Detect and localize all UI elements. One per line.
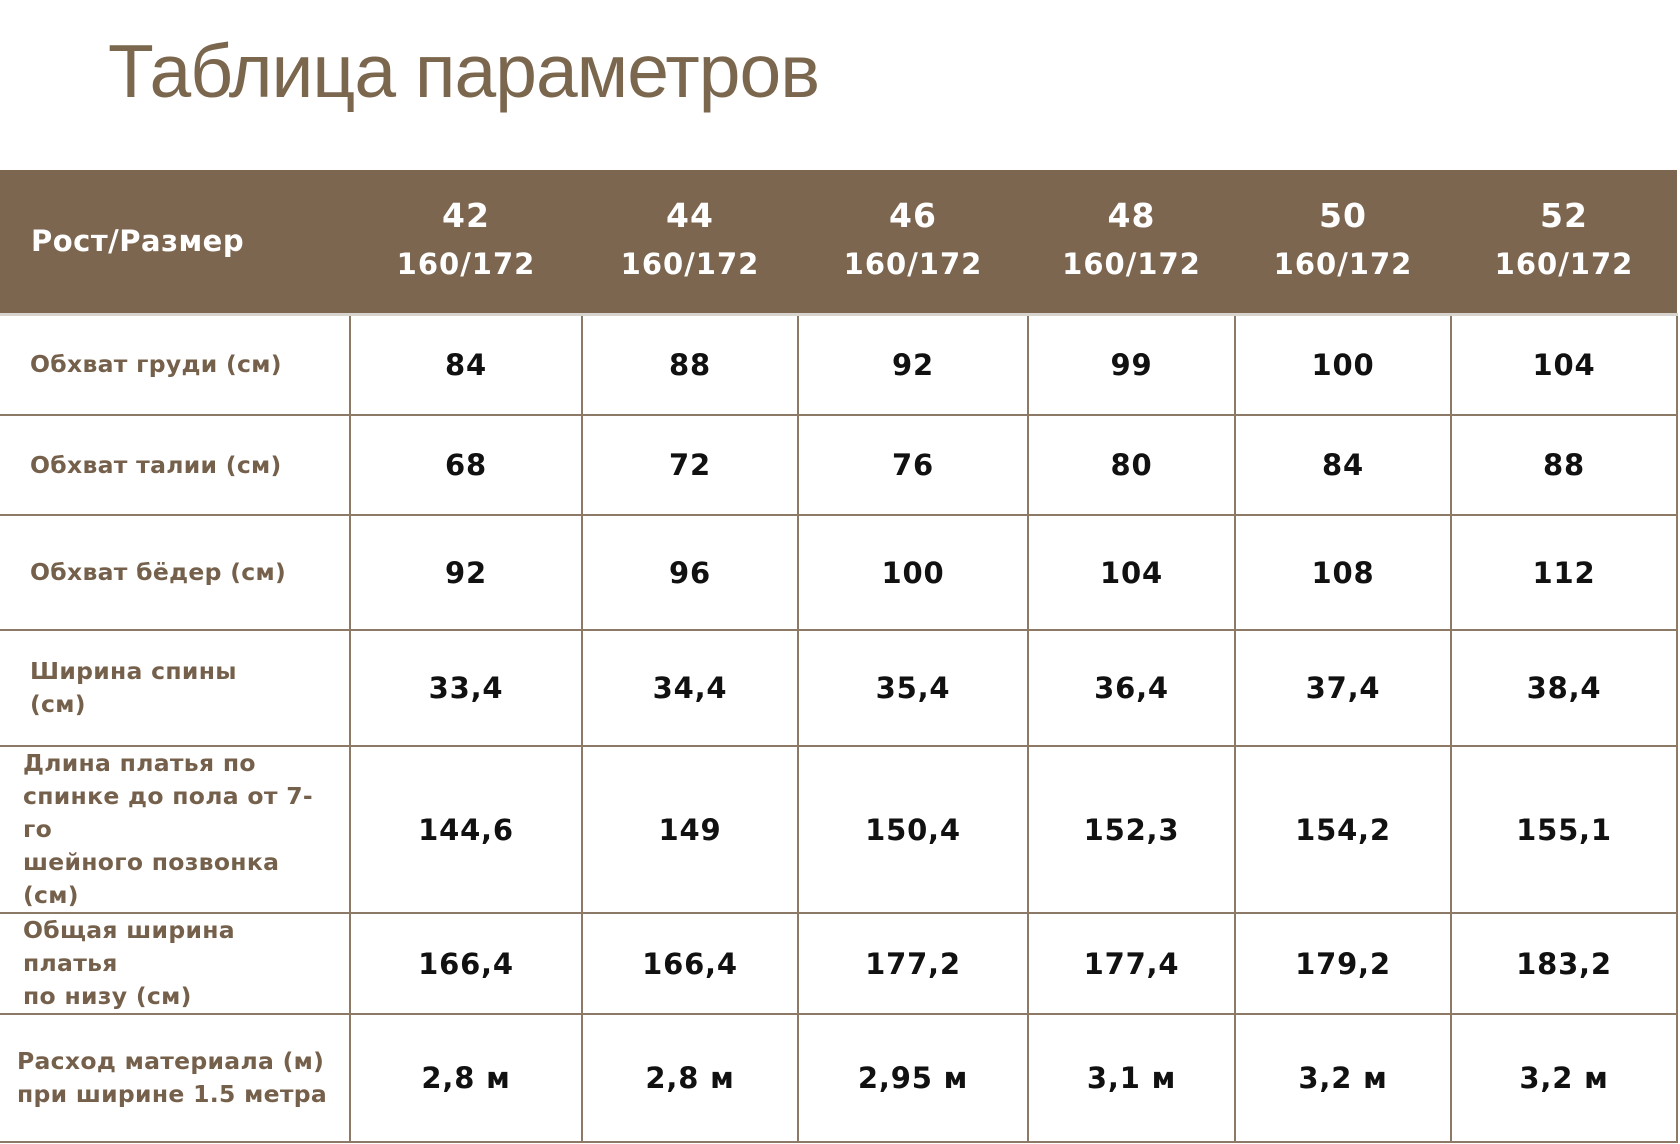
size-number: 44 bbox=[666, 196, 714, 236]
size-column-header: 42 160/172 bbox=[350, 170, 582, 316]
table-cell: 92 bbox=[797, 314, 1029, 416]
size-number: 46 bbox=[889, 196, 937, 236]
table-cell: 68 bbox=[349, 414, 583, 516]
table-row: Общая ширина платья по низу (см) 166,4 166… bbox=[0, 912, 1678, 1015]
parameter-label: Ширина спины (см) bbox=[0, 629, 351, 747]
table-cell: 108 bbox=[1234, 514, 1452, 631]
table-cell: 2,8 м bbox=[581, 1013, 799, 1143]
size-column-header: 44 160/172 bbox=[582, 170, 798, 316]
table-cell: 84 bbox=[1234, 414, 1452, 516]
table-cell: 177,2 bbox=[797, 912, 1029, 1015]
table-cell: 104 bbox=[1450, 314, 1678, 416]
height-range: 160/172 bbox=[1494, 247, 1634, 282]
table-cell: 144,6 bbox=[349, 745, 583, 914]
table-cell: 88 bbox=[581, 314, 799, 416]
table-row: Длина платья по спинке до пола от 7-го ш… bbox=[0, 745, 1678, 914]
table-cell: 88 bbox=[1450, 414, 1678, 516]
table-cell: 35,4 bbox=[797, 629, 1029, 747]
table-row: Обхват талии (см) 68 72 76 80 84 88 bbox=[0, 414, 1678, 516]
table-cell: 96 bbox=[581, 514, 799, 631]
size-column-header: 52 160/172 bbox=[1451, 170, 1677, 316]
table-cell: 38,4 bbox=[1450, 629, 1678, 747]
height-range: 160/172 bbox=[843, 247, 983, 282]
parameter-label: Обхват груди (см) bbox=[0, 314, 351, 416]
table-cell: 3,1 м bbox=[1027, 1013, 1236, 1143]
table-cell: 150,4 bbox=[797, 745, 1029, 914]
table-cell: 72 bbox=[581, 414, 799, 516]
table-cell: 152,3 bbox=[1027, 745, 1236, 914]
parameter-label: Обхват бёдер (см) bbox=[0, 514, 351, 631]
table-cell: 100 bbox=[1234, 314, 1452, 416]
table-cell: 104 bbox=[1027, 514, 1236, 631]
table-cell: 112 bbox=[1450, 514, 1678, 631]
table-row: Обхват груди (см) 84 88 92 99 100 104 bbox=[0, 314, 1678, 416]
table-cell: 100 bbox=[797, 514, 1029, 631]
height-range: 160/172 bbox=[1062, 247, 1201, 282]
table-cell: 166,4 bbox=[581, 912, 799, 1015]
height-range: 160/172 bbox=[396, 247, 536, 282]
table-cell: 179,2 bbox=[1234, 912, 1452, 1015]
size-number: 50 bbox=[1319, 196, 1367, 236]
table-cell: 177,4 bbox=[1027, 912, 1236, 1015]
height-range: 160/172 bbox=[1273, 247, 1413, 282]
table-cell: 34,4 bbox=[581, 629, 799, 747]
size-column-header: 50 160/172 bbox=[1235, 170, 1451, 316]
table-row: Расход материала (м) при ширине 1.5 метр… bbox=[0, 1013, 1678, 1143]
parameter-label: Обхват талии (см) bbox=[0, 414, 351, 516]
table-row: Ширина спины (см) 33,4 34,4 35,4 36,4 37,4 38,… bbox=[0, 629, 1678, 747]
parameter-label: Расход материала (м) при ширине 1.5 метр… bbox=[0, 1013, 351, 1143]
table-cell: 84 bbox=[349, 314, 583, 416]
table-cell: 36,4 bbox=[1027, 629, 1236, 747]
table-cell: 33,4 bbox=[349, 629, 583, 747]
table-cell: 99 bbox=[1027, 314, 1236, 416]
table-cell: 80 bbox=[1027, 414, 1236, 516]
table-body: Обхват груди (см) 84 88 92 99 100 104 Обхват та… bbox=[0, 314, 1678, 1143]
table-cell: 37,4 bbox=[1234, 629, 1452, 747]
table-cell: 76 bbox=[797, 414, 1029, 516]
table-cell: 155,1 bbox=[1450, 745, 1678, 914]
table-cell: 154,2 bbox=[1234, 745, 1452, 914]
size-column-header: 46 160/172 bbox=[798, 170, 1028, 316]
table-cell: 166,4 bbox=[349, 912, 583, 1015]
table-cell: 2,95 м bbox=[797, 1013, 1029, 1143]
parameter-label: Длина платья по спинке до пола от 7-го ш… bbox=[0, 745, 351, 914]
table-cell: 149 bbox=[581, 745, 799, 914]
size-number: 52 bbox=[1540, 196, 1588, 236]
table-cell: 183,2 bbox=[1450, 912, 1678, 1015]
height-size-header: Рост/Размер bbox=[0, 170, 350, 316]
size-column-header: 48 160/172 bbox=[1028, 170, 1235, 316]
parameter-label: Общая ширина платья по низу (см) bbox=[0, 912, 351, 1015]
table-cell: 3,2 м bbox=[1234, 1013, 1452, 1143]
table-header-row: Рост/Размер 42 160/172 44 160/172 46 160… bbox=[0, 170, 1677, 316]
size-chart-table: Рост/Размер 42 160/172 44 160/172 46 160… bbox=[0, 170, 1678, 1143]
table-cell: 2,8 м bbox=[349, 1013, 583, 1143]
table-row: Обхват бёдер (см) 92 96 100 104 108 112 bbox=[0, 514, 1678, 631]
table-cell: 3,2 м bbox=[1450, 1013, 1678, 1143]
size-number: 42 bbox=[442, 196, 490, 236]
table-cell: 92 bbox=[349, 514, 583, 631]
page-title: Таблица параметров bbox=[108, 29, 820, 113]
size-number: 48 bbox=[1107, 196, 1156, 236]
height-range: 160/172 bbox=[620, 247, 760, 282]
